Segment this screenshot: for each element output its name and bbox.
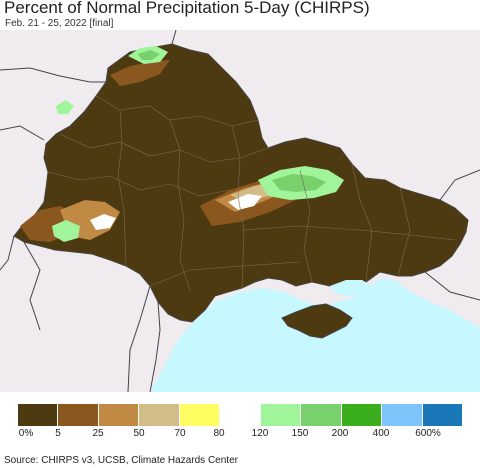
legend-label: 5 bbox=[55, 428, 61, 439]
precipitation-map bbox=[0, 30, 480, 392]
legend-label: 70 bbox=[174, 428, 186, 439]
wet-patch-northwest bbox=[56, 100, 74, 114]
normal-patch-west bbox=[90, 214, 116, 230]
source-credit: Source: CHIRPS v3, UCSB, Climate Hazards… bbox=[4, 455, 238, 466]
legend-label: 0% bbox=[18, 428, 34, 439]
normal-patch-center bbox=[228, 194, 262, 210]
oblast-boundaries bbox=[47, 95, 456, 291]
legend-swatch bbox=[58, 404, 99, 426]
legend-swatch bbox=[301, 404, 342, 426]
dry-patch-north bbox=[110, 60, 170, 86]
crimea bbox=[281, 303, 353, 339]
map-subtitle: Feb. 21 - 25, 2022 [final] bbox=[5, 18, 114, 29]
legend-swatch bbox=[220, 404, 261, 426]
legend-swatch bbox=[98, 404, 140, 426]
azov-sea bbox=[330, 280, 372, 296]
map-title: Percent of Normal Precipitation 5-Day (C… bbox=[4, 0, 370, 17]
legend-label: 50 bbox=[133, 428, 145, 439]
legend-label: 400 bbox=[372, 428, 390, 439]
legend-swatch bbox=[382, 404, 423, 426]
legend-label: 25 bbox=[92, 428, 104, 439]
legend-swatch bbox=[341, 404, 383, 426]
legend-swatch bbox=[422, 404, 462, 426]
legend-label: 200 bbox=[331, 428, 349, 439]
legend-swatch bbox=[139, 404, 180, 426]
legend-labels: 0% 5 25 50 70 80 120 150 200 400 600% bbox=[0, 428, 480, 442]
legend-label: 120 bbox=[251, 428, 269, 439]
legend-swatch bbox=[179, 404, 221, 426]
legend-label: 150 bbox=[291, 428, 309, 439]
legend-swatch bbox=[18, 404, 59, 426]
wet-patch-west bbox=[52, 220, 80, 242]
legend-label: 80 bbox=[213, 428, 225, 439]
wet-patch-north-core bbox=[138, 50, 160, 60]
country-borders bbox=[0, 30, 480, 392]
legend-colorbar bbox=[18, 404, 462, 426]
legend-swatch bbox=[260, 404, 302, 426]
wet-patch-east-core bbox=[272, 174, 326, 192]
legend-label: 600% bbox=[415, 428, 441, 439]
